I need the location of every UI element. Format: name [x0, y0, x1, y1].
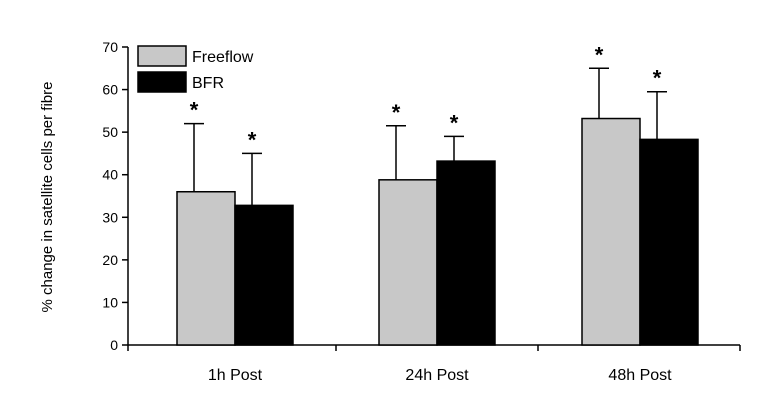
y-tick-label: 50: [102, 124, 118, 140]
significance-star: *: [190, 98, 199, 123]
legend: Freeflow BFR: [137, 45, 254, 93]
significance-star: *: [653, 66, 662, 91]
legend-swatch-bfr: [137, 71, 187, 93]
significance-star: *: [450, 110, 459, 135]
significance-star: *: [248, 127, 257, 152]
x-tick-label: 24h Post: [405, 367, 469, 384]
error-bars: [184, 67, 667, 206]
significance-star: *: [392, 100, 401, 125]
bars: [176, 117, 699, 346]
y-tick-label: 70: [102, 39, 118, 55]
bar-freeflow: [176, 190, 236, 346]
legend-label-freeflow: Freeflow: [192, 49, 254, 66]
bar-freeflow: [378, 179, 438, 346]
axes: 0 10 20 30 40 50 60 70 1h Post 24h Post 48h Post: [102, 39, 741, 384]
bar-bfr: [234, 204, 294, 346]
y-tick-label: 10: [102, 294, 118, 310]
y-tick-label: 0: [110, 337, 118, 353]
bar-bfr: [436, 160, 496, 346]
x-tick-label: 48h Post: [608, 367, 672, 384]
y-tick-label: 40: [102, 167, 118, 183]
legend-label-bfr: BFR: [192, 75, 224, 92]
significance-markers: * * * * * *: [190, 42, 662, 152]
legend-swatch-freeflow: [137, 45, 187, 67]
bar-freeflow: [581, 117, 641, 346]
significance-star: *: [595, 42, 604, 67]
y-tick-label: 30: [102, 209, 118, 225]
y-tick-label: 60: [102, 82, 118, 98]
bar-bfr: [639, 138, 699, 346]
y-axis-label: % change in satellite cells per fibre: [39, 82, 56, 313]
y-tick-label: 20: [102, 252, 118, 268]
x-tick-label: 1h Post: [208, 367, 263, 384]
